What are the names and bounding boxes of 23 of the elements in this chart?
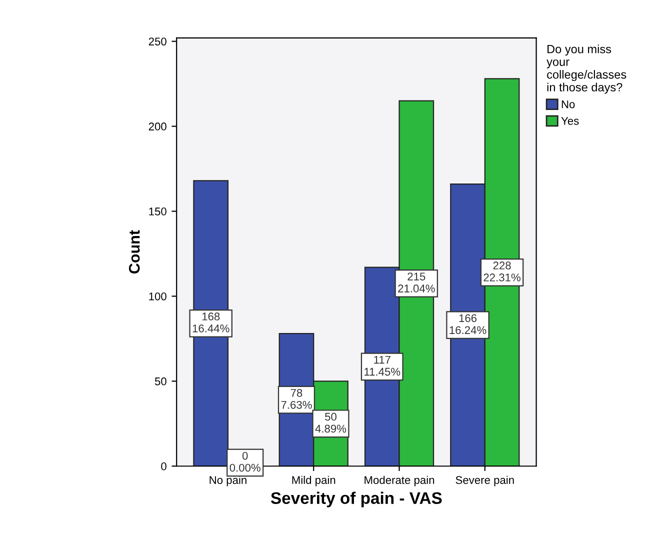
y-tick-label: 0	[161, 462, 166, 470]
x-tick-label: Mild pain	[292, 476, 336, 486]
x-axis-title: Severity of pain - VAS	[270, 492, 442, 508]
y-tick-label: 250	[148, 38, 166, 46]
data-label: 0 0.00%	[230, 452, 260, 472]
y-tick-label: 200	[148, 122, 166, 130]
data-label: 166 16.24%	[450, 314, 486, 334]
y-tick-label: 50	[154, 377, 166, 386]
data-label: 215 21.04%	[398, 272, 435, 292]
legend-label: No	[562, 100, 575, 108]
legend-title: Do you miss your college/classes in those days?	[546, 44, 626, 94]
y-tick-label: 150	[149, 208, 166, 216]
y-tick-label: 100	[149, 292, 166, 300]
y-axis-title: Count	[128, 230, 140, 274]
x-tick-label: Moderate pain	[364, 476, 434, 486]
x-tick-label: No pain	[210, 476, 246, 486]
data-label: 168 16.44%	[192, 312, 230, 332]
data-label: 117 11.45%	[364, 356, 400, 376]
data-label: 78 7.63%	[281, 388, 312, 409]
data-label: 228 22.31%	[484, 262, 520, 282]
x-tick-label: Severe pain	[456, 476, 514, 486]
legend-label: Yes	[561, 117, 579, 125]
data-label: 50 4.89%	[315, 412, 346, 433]
